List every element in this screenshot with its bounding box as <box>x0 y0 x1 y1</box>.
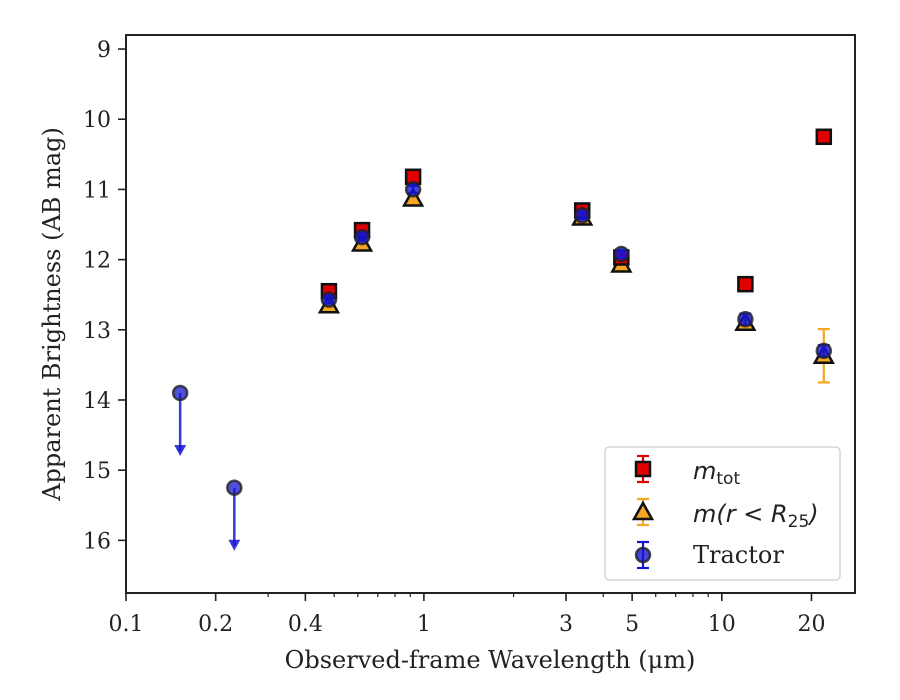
x-tick-label: 5 <box>625 612 639 637</box>
legend: mtot m(r < R25) Tractor <box>604 446 841 581</box>
x-tick-label: 0.1 <box>109 612 144 637</box>
data-point-circle <box>573 207 591 224</box>
x-axis-label: Observed-frame Wavelength (μm) <box>285 646 696 674</box>
legend-frame <box>604 446 841 581</box>
x-tick-label: 3 <box>559 612 573 637</box>
data-point-circle <box>226 479 243 496</box>
y-tick-label: 9 <box>97 38 111 63</box>
legend-label-tractor: Tractor <box>693 541 784 569</box>
data-layer <box>171 128 835 551</box>
x-tick-label: 20 <box>797 612 825 637</box>
y-tick-label: 16 <box>83 529 111 554</box>
legend-label-mr25: m(r < R25) <box>693 500 819 532</box>
series-circle <box>171 181 833 551</box>
data-point-circle <box>613 245 630 263</box>
data-point-triangle <box>631 500 655 521</box>
data-point-circle <box>320 291 338 308</box>
y-tick-label: 11 <box>83 178 111 203</box>
legend-markers <box>631 454 655 570</box>
x-tick-label: 0.4 <box>288 612 323 637</box>
legend-label-mtot: mtot <box>693 457 740 489</box>
data-point-square <box>737 275 754 293</box>
y-axis-label: Apparent Brightness (AB mag) <box>38 127 66 502</box>
y-tick-label: 15 <box>83 459 111 484</box>
data-point-circle <box>171 384 189 402</box>
data-point-square <box>815 128 833 146</box>
plot-frame <box>125 34 856 594</box>
data-point-circle <box>634 546 652 564</box>
y-tick-label: 13 <box>83 319 111 344</box>
upper-limit-arrowhead <box>228 539 241 551</box>
data-point-circle <box>737 311 754 328</box>
y-tick-label: 14 <box>83 389 111 414</box>
data-point-square <box>634 460 652 478</box>
x-tick-label: 10 <box>708 612 736 637</box>
x-tick-label: 1 <box>417 612 431 637</box>
y-tick-label: 12 <box>83 249 111 274</box>
upper-limit-arrowhead <box>174 444 187 456</box>
data-point-circle <box>404 181 422 198</box>
data-point-circle <box>815 342 833 360</box>
data-point-circle <box>353 228 371 246</box>
x-tick-label: 0.2 <box>198 612 233 637</box>
y-tick-label: 10 <box>83 108 111 133</box>
